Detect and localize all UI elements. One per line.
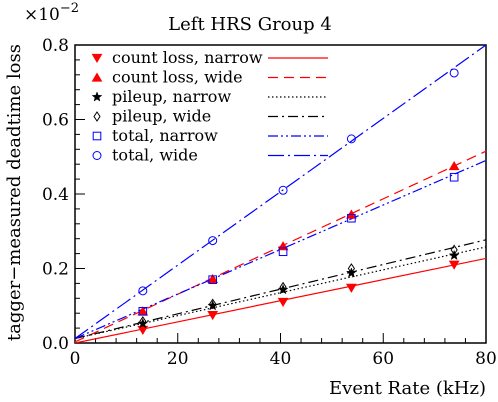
x-tick-label: 40	[270, 349, 292, 369]
data-point-0-1	[207, 310, 219, 321]
legend-label-1: count loss, wide	[112, 68, 243, 87]
data-point-3-3	[347, 263, 355, 274]
fit-line-5	[75, 45, 486, 340]
y-axis-title: tagger−measured deadtime loss	[4, 44, 25, 341]
data-point-3-1	[209, 298, 217, 310]
legend-label-3: pileup, wide	[112, 107, 211, 126]
x-tick-label: 80	[475, 349, 497, 369]
y-tick-label: 0.0	[42, 334, 69, 354]
data-point-5-2	[278, 185, 288, 195]
data-point-4-4	[449, 172, 459, 182]
axis-tick-labels: 0 20 40 60 80 0.0 0.2 0.4 0.6 0.8	[42, 36, 497, 369]
data-point-3-2	[279, 281, 287, 293]
data-point-5-0	[138, 286, 148, 296]
y-tick-label: 0.6	[42, 111, 69, 131]
data-point-0-3	[346, 283, 357, 293]
data-point-0-4	[448, 260, 460, 270]
legend-marker-3	[93, 111, 101, 122]
data-point-0-2	[277, 297, 289, 308]
y-tick-label: 0.4	[42, 185, 69, 205]
data-point-4-1	[208, 275, 217, 284]
y-tick-label: 0.2	[42, 260, 69, 280]
data-point-5-4	[449, 68, 459, 78]
legend-marker-0	[91, 53, 103, 64]
legend-label-4: total, narrow	[112, 126, 218, 145]
data-point-1-1	[207, 273, 219, 284]
y-multiplier-exponent: −2	[60, 1, 79, 16]
legend-marker-4	[92, 131, 102, 141]
data-point-5-3	[346, 134, 356, 144]
legend-marker-2	[91, 91, 103, 102]
data-point-1-4	[448, 161, 460, 171]
y-tick-label: 0.8	[42, 36, 69, 56]
legend-marker-5	[92, 151, 102, 160]
data-markers	[137, 68, 460, 335]
chart-title: Left HRS Group 4	[168, 14, 332, 35]
axis-ticks	[74, 44, 487, 344]
y-multiplier-base: ×10	[24, 5, 60, 25]
legend-label-5: total, wide	[112, 146, 198, 165]
data-point-4-0	[138, 307, 148, 316]
data-point-3-0	[139, 315, 147, 327]
legend-label-2: pileup, narrow	[112, 87, 231, 106]
data-point-3-4	[450, 244, 458, 256]
x-tick-label: 60	[372, 349, 394, 369]
x-tick-label: 0	[70, 349, 81, 369]
x-tick-label: 20	[167, 349, 189, 369]
legend-label-0: count loss, narrow	[112, 48, 263, 67]
data-point-4-3	[347, 213, 356, 223]
data-point-4-2	[278, 247, 288, 257]
y-multiplier: ×10−2	[24, 1, 79, 25]
x-axis-title: Event Rate (kHz)	[329, 378, 486, 399]
legend-marker-1	[91, 72, 103, 82]
data-point-5-1	[208, 236, 218, 246]
